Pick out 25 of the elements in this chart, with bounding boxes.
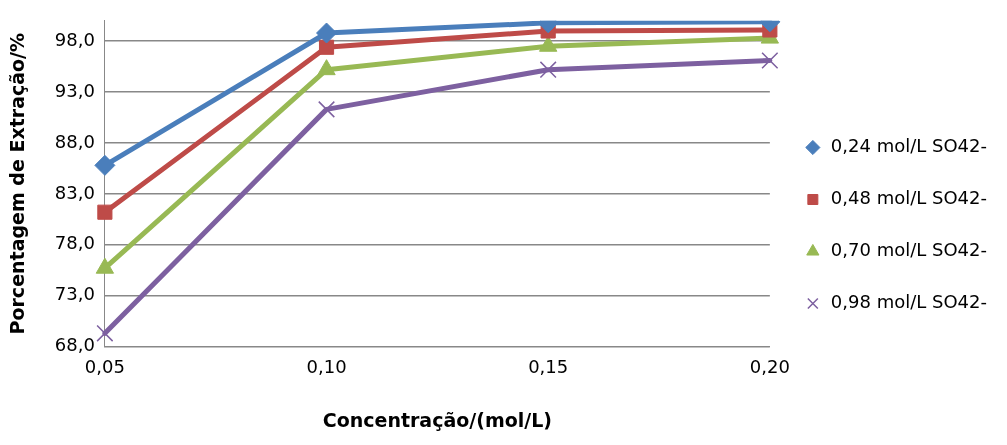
point bbox=[96, 324, 114, 342]
point bbox=[318, 39, 335, 55]
legend-label: 0,98 mol/L SO42- bbox=[830, 291, 987, 313]
y-tick-label: 88,0 bbox=[54, 130, 95, 152]
x-tick-label: 0,15 bbox=[528, 356, 569, 378]
point bbox=[316, 22, 338, 44]
point bbox=[94, 154, 116, 176]
legend-label: 0,48 mol/L SO42- bbox=[830, 187, 987, 209]
x-axis-title: Concentração/(mol/L) bbox=[322, 408, 553, 431]
legend-label: 0,24 mol/L SO42- bbox=[830, 135, 987, 157]
point bbox=[761, 51, 779, 70]
y-tick-label: 68,0 bbox=[54, 334, 95, 356]
legend-label: 0,70 mol/L SO42- bbox=[830, 239, 987, 261]
point bbox=[318, 100, 336, 118]
y-tick-label: 83,0 bbox=[54, 181, 95, 203]
x-tick-label: 0,10 bbox=[306, 356, 347, 378]
point bbox=[97, 204, 113, 220]
point bbox=[539, 61, 557, 79]
y-axis-title: Porcentagem de Extração/% bbox=[6, 32, 29, 335]
y-tick-label: 78,0 bbox=[54, 232, 95, 254]
x-tick-label: 0,05 bbox=[84, 356, 125, 378]
y-tick-label: 98,0 bbox=[54, 28, 95, 50]
y-tick-label: 73,0 bbox=[54, 283, 95, 305]
y-tick-label: 93,0 bbox=[54, 79, 95, 101]
x-tick-label: 0,20 bbox=[749, 356, 790, 378]
